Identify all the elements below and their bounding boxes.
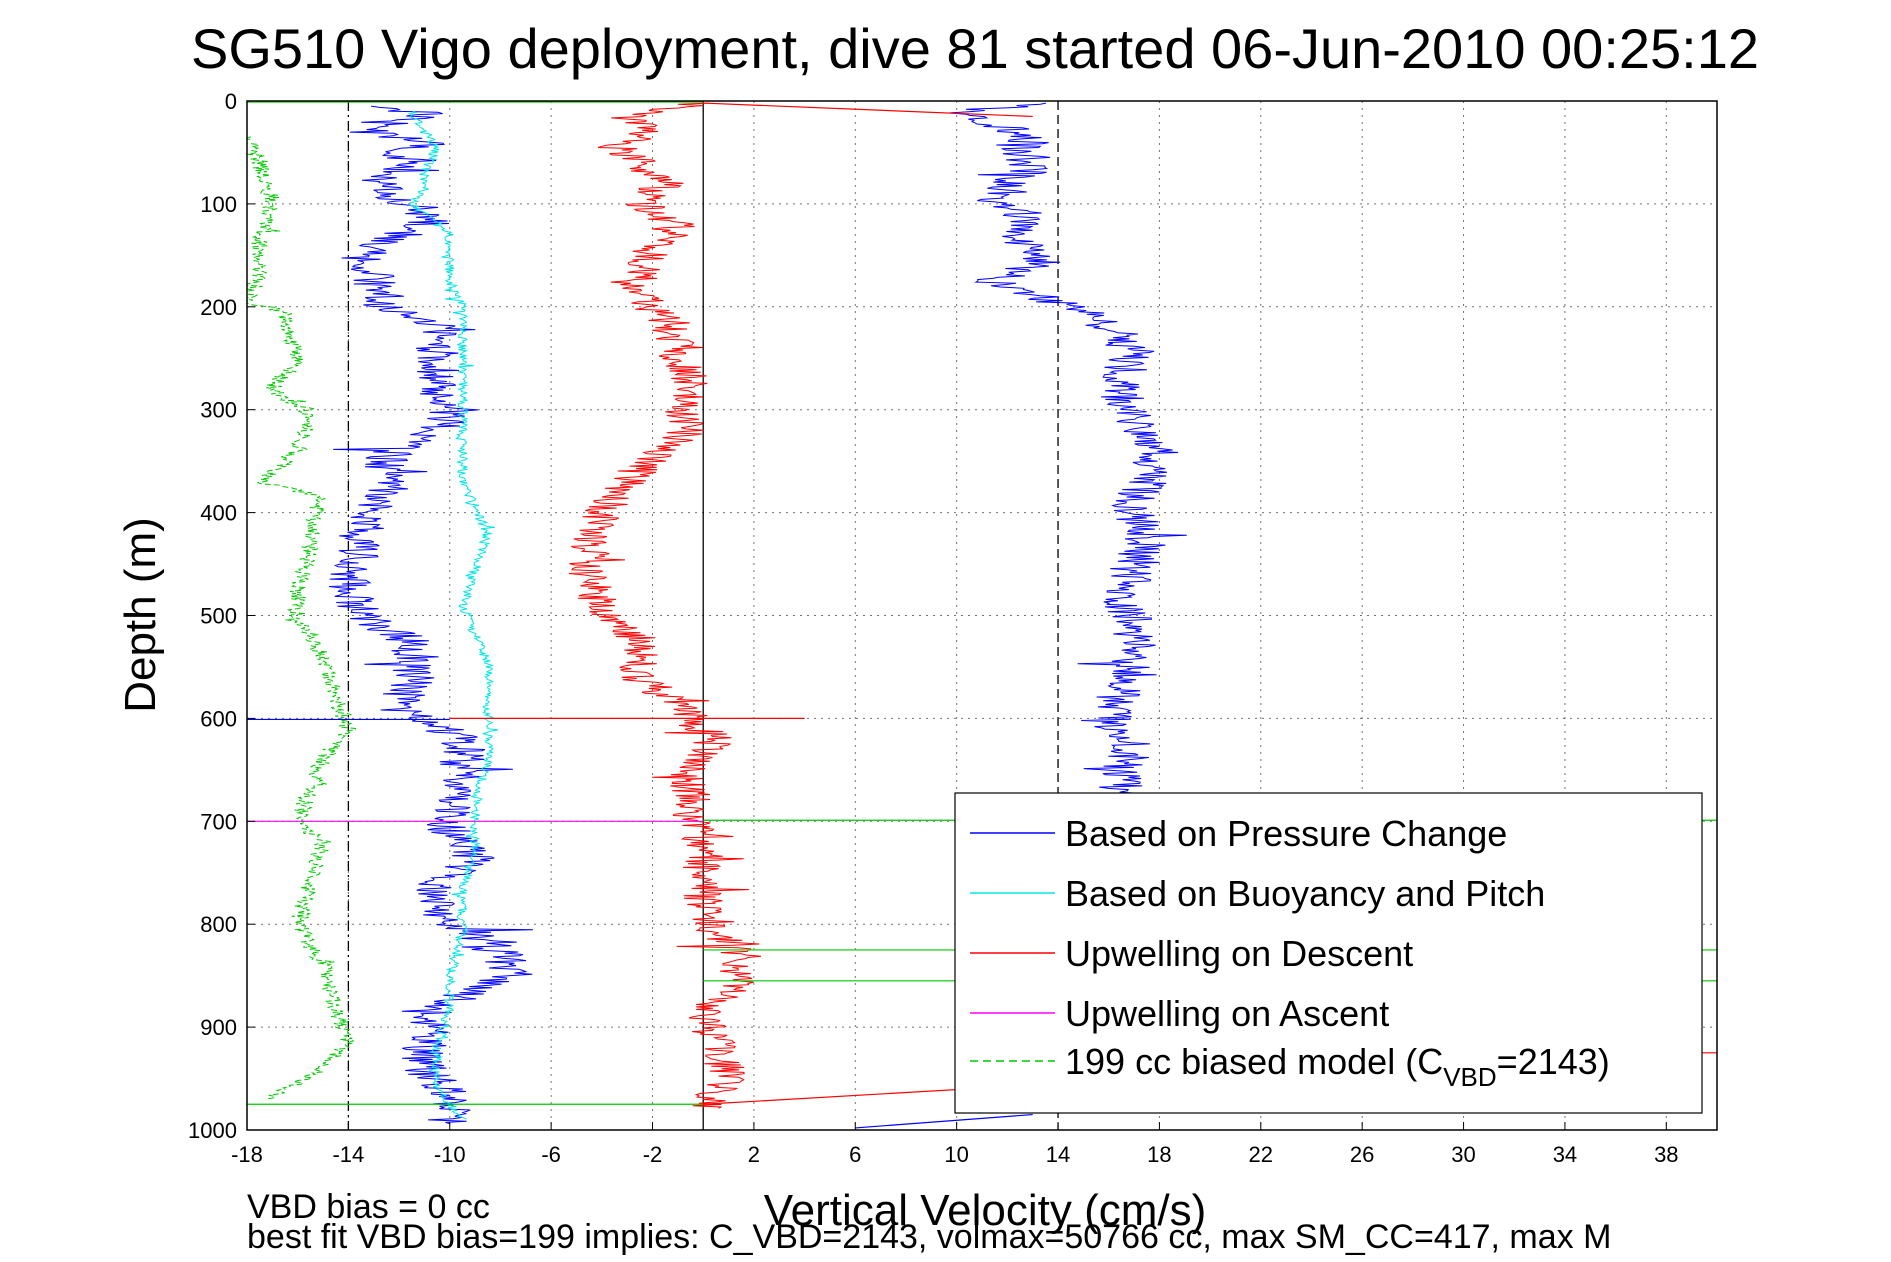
y-tick-label: 1000 — [188, 1118, 237, 1143]
y-tick-label: 0 — [225, 89, 237, 114]
x-tick-label: 30 — [1451, 1142, 1475, 1167]
x-tick-label: 2 — [748, 1142, 760, 1167]
x-tick-label: -2 — [643, 1142, 663, 1167]
reference-lines — [347, 101, 1059, 1130]
spike-red_tail_top — [703, 102, 1033, 118]
y-tick-label: 900 — [200, 1015, 237, 1040]
series-line-model — [247, 136, 357, 1100]
y-axis-label: Depth (m) — [116, 517, 165, 713]
x-tick-label: 22 — [1249, 1142, 1273, 1167]
series-line-buoyancy — [407, 110, 499, 1120]
x-tick-label: -18 — [231, 1142, 263, 1167]
legend-model-subscript: VBD — [1443, 1062, 1496, 1092]
y-tick-label: 400 — [200, 501, 237, 526]
legend-box — [954, 792, 1703, 1114]
vbd-bias-note: VBD bias = 0 cc — [247, 1188, 490, 1226]
y-tick-label: 700 — [200, 809, 237, 834]
series-line-pressure_asc — [949, 102, 1187, 807]
axis-ticks: -18 -14 -10 -6 -2 2 6 10 14 18 22 26 30 34 38010020030… — [188, 89, 1679, 1167]
x-tick-label: 18 — [1147, 1142, 1171, 1167]
legend-model-suffix: =2143) — [1497, 1041, 1610, 1082]
y-tick-label: 100 — [200, 192, 237, 217]
legend-model-prefix: 199 cc biased model (C — [1065, 1041, 1443, 1082]
legend-label-buoyancy: Based on Buoyancy and Pitch — [1065, 873, 1545, 914]
x-tick-label: 10 — [944, 1142, 968, 1167]
x-tick-label: 26 — [1350, 1142, 1374, 1167]
y-tick-label: 600 — [200, 706, 237, 731]
legend: Based on Pressure Change Based on Buoyan… — [954, 792, 1703, 1114]
x-tick-label: 38 — [1654, 1142, 1678, 1167]
x-tick-label: 14 — [1046, 1142, 1070, 1167]
spike-blue_tail_bottom — [855, 1113, 1033, 1129]
x-tick-label: -10 — [434, 1142, 466, 1167]
x-tick-label: -6 — [541, 1142, 561, 1167]
y-tick-label: 300 — [200, 398, 237, 423]
y-tick-label: 500 — [200, 604, 237, 629]
legend-label-descent: Upwelling on Descent — [1065, 933, 1413, 974]
x-tick-label: 34 — [1553, 1142, 1577, 1167]
y-tick-label: 200 — [200, 295, 237, 320]
x-tick-label: 6 — [849, 1142, 861, 1167]
x-tick-label: -14 — [332, 1142, 364, 1167]
legend-label-ascent: Upwelling on Ascent — [1065, 993, 1389, 1034]
chart-title: SG510 Vigo deployment, dive 81 started 0… — [191, 17, 1759, 80]
legend-label-pressure: Based on Pressure Change — [1065, 813, 1507, 854]
y-tick-label: 800 — [200, 912, 237, 937]
best-fit-note: best fit VBD bias=199 implies: C_VBD=214… — [247, 1218, 1611, 1256]
legend-label-model: 199 cc biased model (CVBD=2143) — [1065, 1041, 1610, 1092]
series-line-pressure_desc — [329, 105, 533, 1125]
x-axis-label: Vertical Velocity (cm/s) — [764, 1186, 1207, 1235]
series-line-descent — [568, 102, 762, 1109]
